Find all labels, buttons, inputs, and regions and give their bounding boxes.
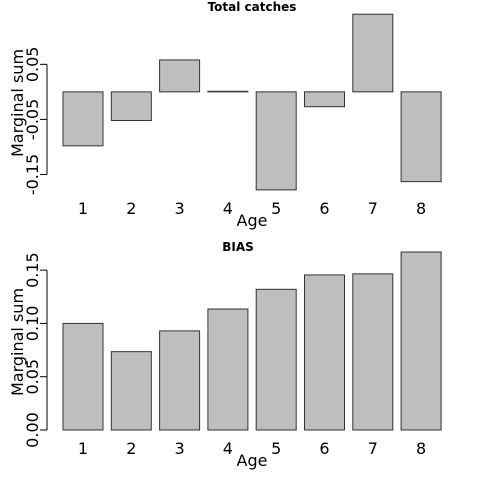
chart-title: BIAS xyxy=(222,240,254,254)
x-tick-label: 2 xyxy=(126,199,136,218)
x-tick-label: 4 xyxy=(223,439,233,458)
bar-age-5 xyxy=(255,288,297,431)
bar-age-8 xyxy=(400,91,442,183)
y-tick-label: 0.10 xyxy=(23,306,42,342)
x-tick-label: 6 xyxy=(319,199,329,218)
chart-title: Total catches xyxy=(208,0,297,14)
bar-series xyxy=(62,13,442,191)
y-tick-label: 0.05 xyxy=(23,359,42,395)
y-tick-label: 0.15 xyxy=(23,252,42,288)
y-tick-label: -0.15 xyxy=(23,154,42,195)
x-tick-label: 2 xyxy=(126,439,136,458)
x-tick-label: 5 xyxy=(271,439,281,458)
x-tick-label: 7 xyxy=(368,439,378,458)
bar-age-4 xyxy=(207,90,249,93)
bar-age-1 xyxy=(62,91,104,147)
bar-age-7 xyxy=(352,273,394,431)
x-tick-label: 6 xyxy=(319,439,329,458)
x-tick-labels: 1 2 3 4 5 6 7 8 xyxy=(78,199,426,218)
bar-age-2 xyxy=(110,91,152,122)
bar-age-2 xyxy=(110,351,152,431)
x-tick-label: 3 xyxy=(175,199,185,218)
bar-age-8 xyxy=(400,251,442,431)
bar-age-3 xyxy=(159,59,201,93)
panel-bias: BIAS Marginal sum Age 0.00 0.05 0.10 0.15 1… xyxy=(8,240,442,470)
y-tick-label: 0.00 xyxy=(23,412,42,448)
y-tick-label: -0.05 xyxy=(23,99,42,140)
x-tick-labels: 1 2 3 4 5 6 7 8 xyxy=(78,439,426,458)
y-axis-title: Marginal sum xyxy=(8,288,27,396)
x-tick-label: 7 xyxy=(368,199,378,218)
bar-age-4 xyxy=(207,308,249,431)
y-axis: -0.15 -0.05 0.05 xyxy=(23,47,48,195)
x-axis-title: Age xyxy=(237,451,268,470)
bar-age-1 xyxy=(62,322,104,431)
y-tick-label: 0.05 xyxy=(23,47,42,83)
bar-series xyxy=(62,251,442,431)
x-tick-label: 8 xyxy=(416,199,426,218)
x-tick-label: 5 xyxy=(271,199,281,218)
bar-age-6 xyxy=(304,91,345,108)
x-tick-label: 1 xyxy=(78,439,88,458)
x-axis-title: Age xyxy=(237,211,268,230)
x-tick-label: 8 xyxy=(416,439,426,458)
bar-age-6 xyxy=(304,274,345,431)
y-axis-title: Marginal sum xyxy=(8,49,27,157)
x-tick-label: 1 xyxy=(78,199,88,218)
x-tick-label: 3 xyxy=(175,439,185,458)
bar-age-5 xyxy=(255,91,297,191)
x-tick-label: 4 xyxy=(223,199,233,218)
y-axis: 0.00 0.05 0.10 0.15 xyxy=(23,252,48,448)
panel-total-catches: Total catches Marginal sum Age -0.15 -0.0… xyxy=(8,0,442,230)
bar-age-7 xyxy=(352,13,394,93)
bar-age-3 xyxy=(159,330,201,431)
